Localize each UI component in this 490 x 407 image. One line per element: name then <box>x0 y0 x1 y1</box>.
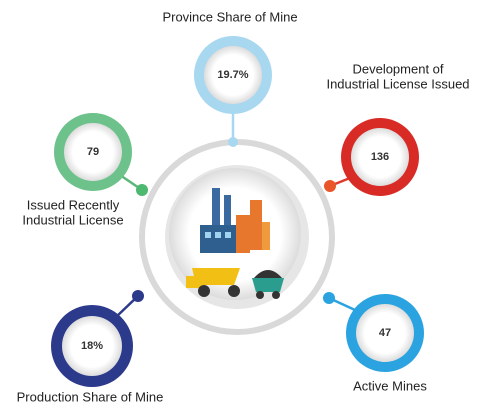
dot <box>132 290 144 302</box>
node-value: 19.7% <box>217 69 248 81</box>
node-label: Industrial License <box>22 212 123 227</box>
node: 19.7% <box>194 36 272 114</box>
node: 18% <box>51 305 133 387</box>
dot <box>136 184 148 196</box>
node-label: Development of <box>352 61 443 76</box>
dot <box>324 180 336 192</box>
node: 79 <box>54 113 132 191</box>
node-value: 136 <box>371 151 389 163</box>
node-label: Industrial License Issued <box>326 76 469 91</box>
node-value: 47 <box>379 327 391 339</box>
node: 136 <box>341 118 419 196</box>
node-label: Production Share of Mine <box>17 389 164 404</box>
dot <box>323 292 335 304</box>
node-value: 79 <box>87 146 99 158</box>
dot <box>228 137 238 147</box>
factory-illustration <box>186 188 284 299</box>
node-value: 18% <box>81 340 103 352</box>
node-label: Province Share of Mine <box>162 9 297 24</box>
node-label: Active Mines <box>353 378 427 393</box>
node: 47 <box>346 294 424 372</box>
node-label: Issued Recently <box>27 197 120 212</box>
